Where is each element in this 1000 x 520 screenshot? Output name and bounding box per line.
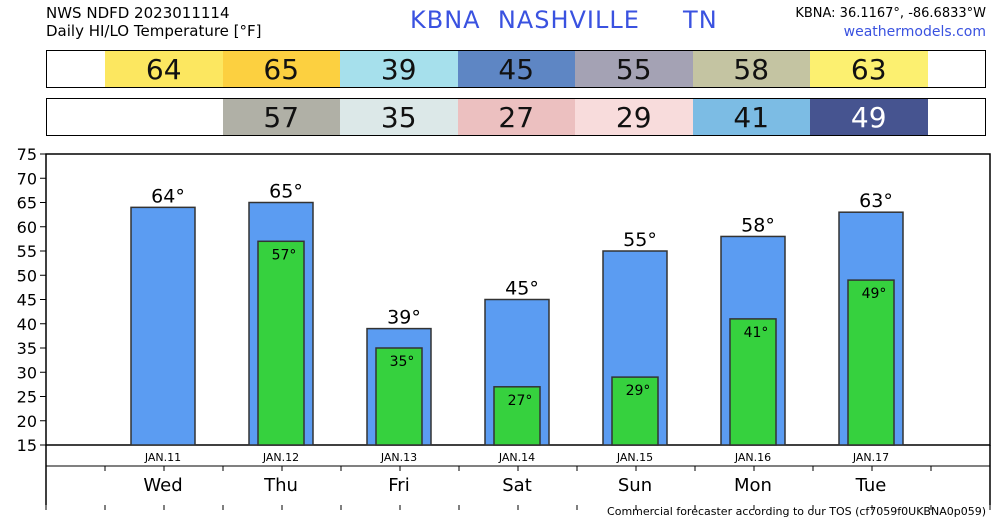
lo_band-cell: 35 [340,99,458,135]
y-tick-label: 40 [17,315,37,334]
high-temp-label: 65° [269,181,303,203]
lo_band-cell: 29 [575,99,693,135]
y-tick-label: 55 [17,242,37,261]
station-coordinates: KBNA: 36.1167°, -86.6833°W [795,6,986,21]
y-tick-label: 15 [17,436,37,455]
lo_band-cell: 27 [457,99,575,135]
y-tick-label: 45 [17,291,37,310]
lo_band-cell: 49 [810,99,928,135]
day-label: Sat [502,475,532,496]
low-temp-bar [375,347,423,446]
lo_band-cell: 41 [692,99,810,135]
date-label: JAN.17 [852,451,889,464]
lo_band-cell: 57 [222,99,340,135]
y-tick-label: 60 [17,218,37,237]
low-temp-label: 27° [508,393,533,409]
y-tick-label: 30 [17,363,37,382]
high-temp-label: 58° [741,214,775,236]
high-temp-bar [130,206,196,446]
day-label: Wed [143,475,182,496]
site-link[interactable]: weathermodels.com [843,24,986,40]
day-label: Mon [734,475,772,496]
y-tick-label: 35 [17,339,37,358]
high-temp-label: 39° [387,307,421,329]
day-label: Tue [855,475,887,496]
lo_band-cell [105,99,223,135]
hi_band-cell: 45 [457,51,575,87]
low-temp-bar [257,240,305,446]
date-label: JAN.13 [380,451,417,464]
footer-note: Commercial forecaster according to our T… [607,505,986,518]
low-temp-bar [847,279,895,446]
low-temp-bar [493,386,541,446]
y-tick-label: 65 [17,194,37,213]
station-title: KBNA NASHVILLE TN [410,6,718,34]
high-temp-band: 64 65 39 45 55 58 63 [46,50,986,88]
high-temp-label: 55° [623,229,657,251]
model-run-label: NWS NDFD 2023011114 [46,4,230,22]
low-temp-band: 57 35 27 29 41 49 [46,98,986,136]
hi_band-cell: 39 [340,51,458,87]
chart-header-left: NWS NDFD 2023011114 Daily HI/LO Temperat… [46,4,262,40]
day-label: Sun [618,475,652,496]
date-label: JAN.12 [262,451,299,464]
day-label: Fri [388,475,409,496]
low-temp-label: 29° [626,383,651,399]
hi_band-cell: 64 [105,51,223,87]
chart-header-right: KBNA: 36.1167°, -86.6833°W weathermodels… [795,4,986,42]
day-label: Thu [263,475,298,496]
y-tick-label: 70 [17,169,37,188]
low-temp-label: 35° [390,354,415,370]
y-tick-label: 50 [17,266,37,285]
hi_band-cell: 65 [222,51,340,87]
high-temp-label: 45° [505,278,539,300]
low-temp-bar [729,318,777,446]
low-temp-label: 41° [744,325,769,341]
low-temp-label: 57° [272,247,297,263]
hi_band-cell: 58 [692,51,810,87]
y-tick-label: 20 [17,412,37,431]
y-tick-label: 75 [17,145,37,164]
high-temp-label: 64° [151,185,185,207]
low-temp-bar [611,376,659,446]
chart-title: Daily HI/LO Temperature [°F] [46,22,262,40]
date-label: JAN.11 [144,451,181,464]
hi_band-cell: 55 [575,51,693,87]
date-label: JAN.15 [616,451,653,464]
date-label: JAN.14 [498,451,535,464]
date-label: JAN.16 [734,451,771,464]
hi_band-cell: 63 [810,51,928,87]
y-tick-label: 25 [17,388,37,407]
low-temp-label: 49° [862,286,887,302]
high-temp-label: 63° [859,190,893,212]
